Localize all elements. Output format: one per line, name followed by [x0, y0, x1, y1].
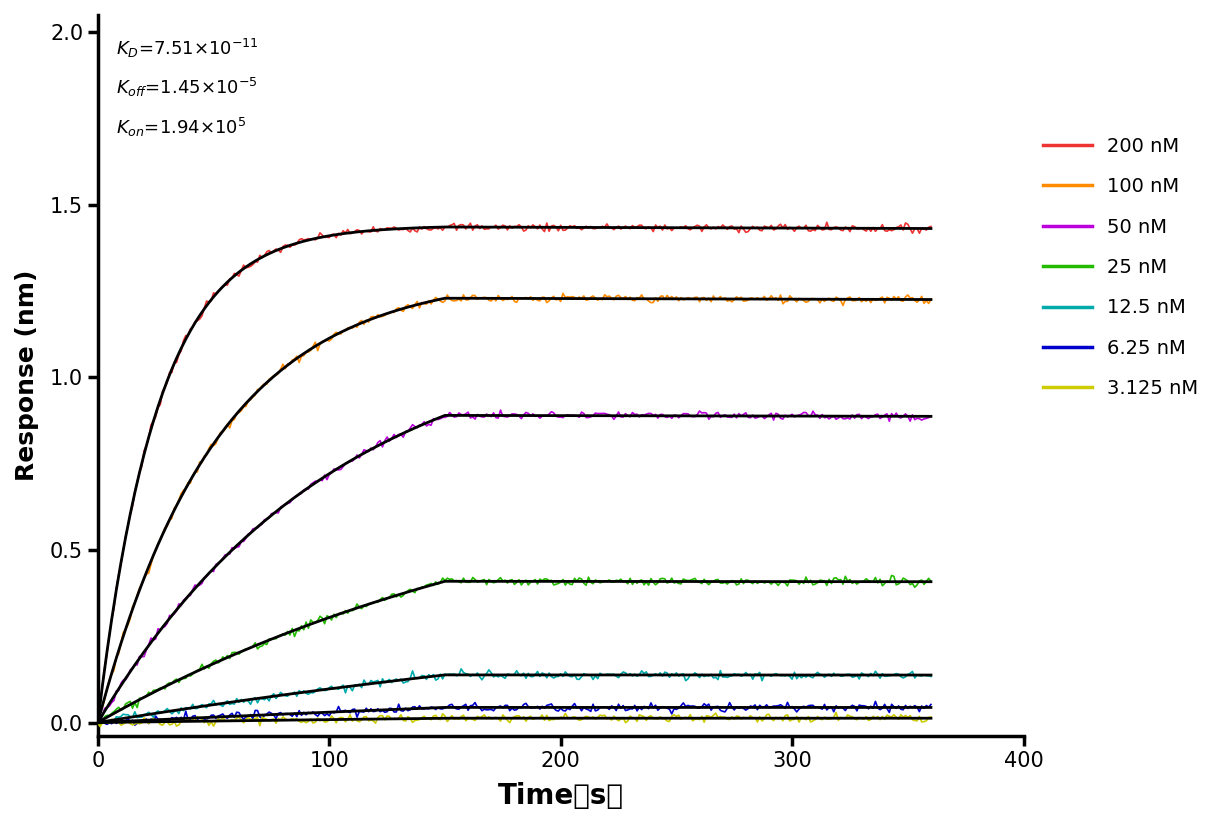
Legend: 200 nM, 100 nM, 50 nM, 25 nM, 12.5 nM, 6.25 nM, 3.125 nM: 200 nM, 100 nM, 50 nM, 25 nM, 12.5 nM, 6… [1033, 127, 1208, 408]
Y-axis label: Response (nm): Response (nm) [15, 270, 39, 481]
Text: $K_D$=7.51×10$^{-11}$
$K_{off}$=1.45×10$^{-5}$
$K_{on}$=1.94×10$^5$: $K_D$=7.51×10$^{-11}$ $K_{off}$=1.45×10$… [116, 36, 259, 139]
X-axis label: Time（s）: Time（s） [498, 782, 624, 810]
